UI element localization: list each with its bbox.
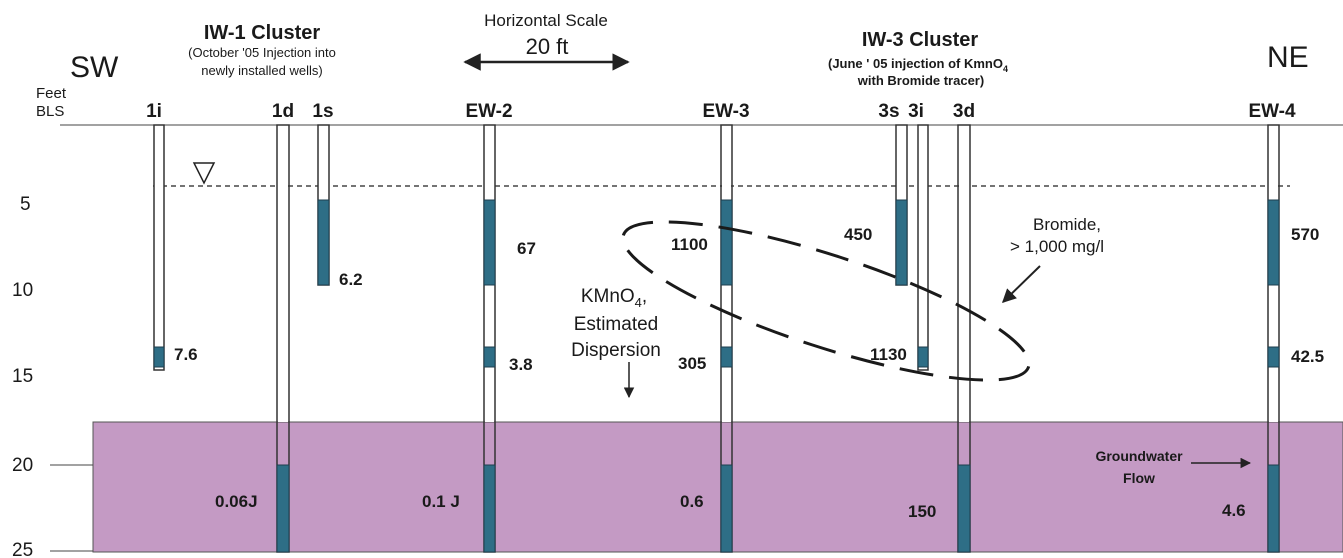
value-ew2-deep: 0.1 J	[422, 492, 460, 511]
screen-1d	[276, 464, 290, 553]
bromide-arrow	[1001, 265, 1041, 303]
axis-tick-15: 15	[12, 366, 33, 387]
screen-ew2-deep	[483, 464, 496, 553]
value-1d: 0.06J	[215, 492, 258, 511]
screen-1i	[153, 346, 165, 368]
screen-3s	[895, 199, 908, 286]
water-table-triangle-icon	[192, 162, 216, 185]
screen-ew3-deep	[720, 464, 733, 553]
iw3-title: IW-3 Cluster	[862, 29, 978, 51]
screen-ew4-mid	[1267, 346, 1280, 368]
depth-axis: Feet BLS 5 10 15 20 25	[12, 85, 93, 558]
well-label-3d: 3d	[953, 101, 975, 122]
groundwater-flow-annotation: Groundwater Flow	[1095, 448, 1183, 486]
screen-ew3-mid	[720, 346, 733, 368]
well-label-3i: 3i	[908, 101, 924, 122]
value-1i: 7.6	[174, 345, 198, 364]
kmno4-label: KMnO4,	[581, 286, 647, 310]
screen-3i	[917, 346, 929, 368]
screen-ew2-mid	[483, 346, 496, 368]
direction-ne: NE	[1267, 41, 1309, 74]
scale-title: Horizontal Scale	[484, 11, 608, 30]
iw1-note-2: newly installed wells)	[201, 63, 322, 78]
bromide-label-2: > 1,000 mg/l	[1010, 237, 1104, 256]
value-ew4-shallow: 570	[1291, 225, 1319, 244]
iw1-cluster-title: IW-1 Cluster (October '05 Injection into…	[188, 22, 336, 78]
well-label-1d: 1d	[272, 101, 294, 122]
kmno4-dispersion: Dispersion	[571, 340, 661, 361]
well-3i	[917, 124, 929, 371]
concentration-values: 7.6 0.06J 6.2 67 3.8 0.1 J 1100 305 0.6 …	[174, 225, 1324, 521]
iw1-note-1: (October '05 Injection into	[188, 45, 336, 60]
well-label-1i: 1i	[146, 101, 162, 122]
well-label-ew4: EW-4	[1248, 101, 1296, 122]
well-label-1s: 1s	[312, 101, 333, 122]
scale-value: 20 ft	[526, 34, 569, 59]
value-ew3-shallow: 1100	[671, 235, 708, 254]
groundwater-label-1: Groundwater	[1095, 448, 1183, 464]
well-casing-fill	[278, 126, 1278, 422]
value-3d: 150	[908, 502, 936, 521]
value-ew2-mid: 3.8	[509, 355, 533, 374]
iw3-cluster-title: IW-3 Cluster (June ' 05 injection of Kmn…	[828, 29, 1008, 88]
well-labels: 1i 1d 1s EW-2 EW-3 3s 3i 3d EW-4	[146, 101, 1296, 122]
well-label-ew2: EW-2	[465, 101, 512, 122]
axis-tick-10: 10	[12, 280, 33, 301]
groundwater-label-2: Flow	[1123, 470, 1155, 486]
axis-tick-25: 25	[12, 540, 33, 558]
screen-ew3-shallow	[720, 199, 733, 286]
value-ew3-deep: 0.6	[680, 492, 704, 511]
iw3-note-1: (June ' 05 injection of KmnO4	[828, 56, 1008, 74]
bromide-annotation: Bromide, > 1,000 mg/l	[1010, 215, 1104, 256]
value-ew3-mid: 305	[678, 354, 706, 373]
horizontal-scale: Horizontal Scale 20 ft	[463, 11, 630, 71]
screen-ew2-shallow	[483, 199, 496, 286]
value-ew2-shallow: 67	[517, 239, 536, 258]
kmno4-estimated: Estimated	[574, 314, 658, 335]
value-3i: 1130	[870, 345, 907, 364]
axis-tick-20: 20	[12, 455, 33, 476]
clay-layer	[92, 421, 1343, 553]
screened-intervals	[153, 199, 1280, 553]
screen-ew4-shallow	[1267, 199, 1280, 286]
value-1s: 6.2	[339, 270, 363, 289]
bromide-plume	[621, 220, 1031, 382]
kmno4-annotation: KMnO4, Estimated Dispersion	[571, 286, 661, 361]
well-1i	[153, 124, 165, 371]
value-ew4-mid: 42.5	[1291, 347, 1324, 366]
axis-label-feet: Feet	[36, 85, 67, 102]
iw3-note-2: with Bromide tracer)	[857, 73, 984, 88]
value-3s: 450	[844, 225, 872, 244]
well-label-3s: 3s	[878, 101, 899, 122]
well-label-ew3: EW-3	[702, 101, 749, 122]
direction-sw: SW	[70, 51, 119, 84]
value-ew4-deep: 4.6	[1222, 501, 1246, 520]
iw1-title: IW-1 Cluster	[204, 22, 320, 44]
axis-tick-5: 5	[20, 194, 31, 215]
bromide-label-1: Bromide,	[1033, 215, 1101, 234]
screen-3d	[957, 464, 971, 553]
axis-label-bls: BLS	[36, 103, 64, 120]
screen-1s	[317, 199, 330, 286]
screen-ew4-deep	[1267, 464, 1280, 553]
